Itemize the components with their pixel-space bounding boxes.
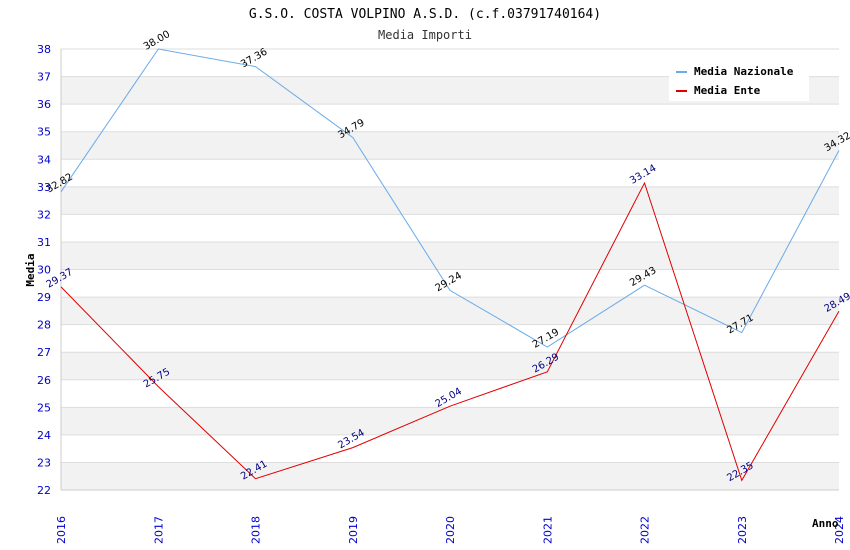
series-line-media-ente <box>60 181 840 482</box>
grid-band <box>61 434 839 463</box>
grid-band <box>61 324 839 353</box>
series-lines <box>60 48 840 482</box>
grid-bands <box>60 48 839 491</box>
y-tick-label: 29 <box>37 291 51 304</box>
grid-band <box>61 462 839 490</box>
y-tick-label: 27 <box>37 346 51 359</box>
x-axis-label: Anno <box>812 517 839 530</box>
y-tick-label: 26 <box>37 374 51 387</box>
y-tick-label: 25 <box>37 401 51 414</box>
grid-band <box>61 241 839 270</box>
x-tick-label: 2020 <box>444 516 457 544</box>
x-axis-ticks: 2016 2017 2018 2019 2020 2021 2022 2023 2024 <box>55 516 846 544</box>
legend: Media Nazionale Media Ente <box>669 59 809 101</box>
y-tick-label: 38 <box>37 43 51 56</box>
grid-band <box>61 131 839 160</box>
y-tick-label: 34 <box>37 153 51 166</box>
x-tick-label: 2022 <box>639 516 652 544</box>
chart-subtitle: Media Importi <box>378 28 472 42</box>
x-tick-label: 2018 <box>250 516 263 544</box>
y-tick-label: 31 <box>37 236 51 249</box>
legend-box <box>669 59 809 101</box>
x-tick-label: 2024 <box>833 516 846 544</box>
x-tick-label: 2017 <box>152 516 165 544</box>
y-tick-label: 35 <box>37 126 51 139</box>
y-axis-ticks: 22 23 24 25 26 27 28 29 30 31 32 33 34 35 36 37 38 <box>37 43 51 497</box>
legend-label-nazionale: Media Nazionale <box>694 65 794 78</box>
y-axis-label: Media <box>24 253 37 286</box>
x-tick-label: 2023 <box>736 516 749 544</box>
grid-band <box>61 269 839 298</box>
y-tick-label: 32 <box>37 208 51 221</box>
x-tick-label: 2016 <box>55 516 68 544</box>
grid-band <box>61 104 839 132</box>
y-tick-label: 36 <box>37 98 51 111</box>
chart-title: G.S.O. COSTA VOLPINO A.S.D. (c.f.0379174… <box>249 7 601 22</box>
grid-band <box>61 352 839 380</box>
y-tick-label: 37 <box>37 71 51 84</box>
series-line-media-nazionale <box>60 48 840 348</box>
grid-band <box>61 186 839 215</box>
y-tick-label: 23 <box>37 456 51 469</box>
y-tick-label: 33 <box>37 181 51 194</box>
grid-band <box>61 297 839 325</box>
legend-label-ente: Media Ente <box>694 84 761 97</box>
grid-band <box>61 214 839 242</box>
x-tick-label: 2021 <box>541 516 554 544</box>
y-tick-label: 22 <box>37 484 51 497</box>
grid-band <box>61 159 839 187</box>
grid-band <box>61 379 839 408</box>
x-tick-label: 2019 <box>347 516 360 544</box>
y-tick-label: 24 <box>37 429 51 442</box>
y-tick-label: 28 <box>37 319 51 332</box>
grid-band <box>61 407 839 435</box>
y-tick-label: 30 <box>37 264 51 277</box>
